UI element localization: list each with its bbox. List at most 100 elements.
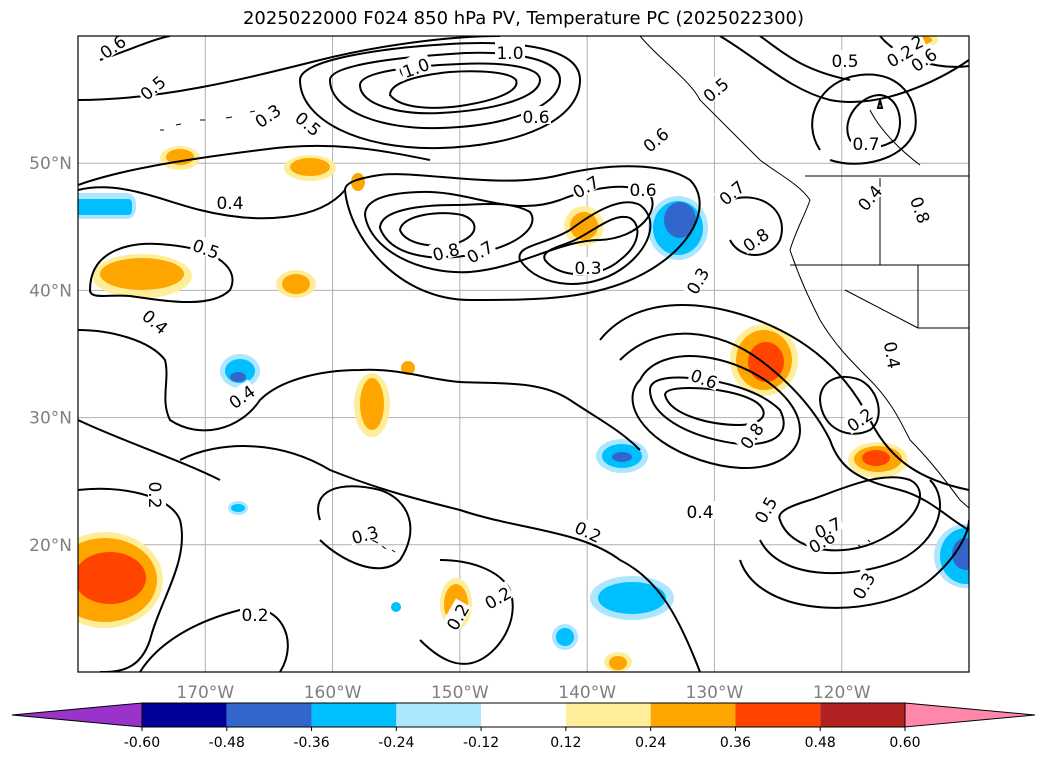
temperature-anomaly-shading (78, 36, 969, 672)
warm-patch (282, 274, 310, 294)
colorbar-tick-label: 0.24 (635, 735, 666, 751)
contour-label-bg (398, 52, 433, 80)
colorbar: -0.60 -0.48 -0.36 -0.24 -0.12 0.12 0.24 0.36 0.4… (11, 702, 1036, 751)
plot-frame (77, 35, 970, 673)
warm-patch (401, 361, 415, 375)
contour-label: 0.2 (241, 606, 268, 626)
contour-label-bg (882, 338, 906, 371)
contour-label: 0.3 (574, 259, 601, 279)
cold-patch (230, 372, 246, 382)
contour-label: 0.5 (700, 74, 734, 107)
warm-patch (290, 158, 330, 176)
warm-anomaly-baja (848, 442, 908, 478)
contour-label-bg (687, 363, 722, 391)
longitude-tick-labels: 170°W 160°W 150°W 140°W 130°W 120°W (176, 683, 870, 703)
contour-label: 0.6 (640, 124, 674, 157)
cold-patch (231, 504, 245, 512)
contour-label-bg (189, 233, 224, 261)
contour-label: 0.3 (683, 265, 714, 298)
contour-label: 0.5 (137, 72, 171, 105)
contour-label-bg (697, 71, 732, 106)
contour-label: 0.7 (464, 237, 497, 268)
lat-tick-label: 20°N (29, 536, 72, 556)
lat-tick-label: 50°N (29, 154, 72, 174)
contour-label-bg (680, 262, 712, 298)
contour-label: 0.4 (216, 194, 243, 214)
contour-label-bg (292, 105, 327, 140)
contour-label: 0.5 (831, 52, 858, 72)
colorbar-bin (396, 703, 482, 727)
cold-anomaly-pacnw-offshore (648, 196, 708, 260)
contour-label-bg (139, 303, 174, 338)
cold-anomaly-west-46n (78, 193, 136, 219)
lat-tick-label: 40°N (29, 281, 72, 301)
cold-patch (612, 452, 632, 462)
contour-label-bg (240, 604, 270, 622)
cold-patch (598, 582, 666, 614)
contour-label-bg (809, 511, 845, 541)
contour-label-bg (571, 515, 607, 545)
contour-label-bg (881, 38, 917, 70)
colorbar-bin (820, 703, 905, 727)
contour-label-bg (685, 501, 715, 519)
contour-label: 0.4 (879, 340, 903, 370)
contour-label-bg (846, 567, 878, 603)
contour-label-bg (737, 222, 773, 255)
contour-label-bg (713, 174, 748, 209)
coastlines (160, 36, 969, 553)
lon-tick-label: 150°W (431, 683, 489, 703)
contour-label: 0.3 (849, 570, 880, 603)
pv-contours (78, 36, 969, 672)
map-title: 2025022000 F024 850 hPa PV, Temperature … (242, 8, 805, 29)
colorbar-bin (735, 703, 821, 727)
contour-label: 0.2 (144, 481, 164, 508)
contour-label: 0.2 (482, 583, 515, 614)
contour-label-bg (573, 257, 603, 275)
contour-label: 0.5 (291, 108, 325, 141)
colorbar-tick-label: -0.24 (378, 735, 414, 751)
lon-tick-label: 170°W (176, 683, 234, 703)
contour-label: 1.0 (496, 44, 523, 64)
contour-label: 0.6 (629, 181, 656, 201)
colorbar-tick-label: -0.48 (209, 735, 245, 751)
colorbar-tick-label: -0.36 (293, 735, 329, 751)
warm-patch (360, 378, 384, 430)
contour-label-bg (637, 121, 672, 156)
colorbar-tick-label: -0.60 (124, 735, 160, 751)
colorbar-frame (141, 702, 906, 728)
contour-label-bg (628, 179, 658, 197)
colorbar-tick-label: 0.36 (720, 735, 751, 751)
warm-patch (570, 212, 598, 240)
contour-label-bg (841, 402, 877, 435)
lat-tick-label: 30°N (29, 409, 72, 429)
contour-label-bg (428, 237, 463, 263)
colorbar-tick-label: -0.12 (463, 735, 499, 751)
contour-label-bg (479, 580, 515, 612)
contour-label: 0.7 (852, 135, 879, 155)
colorbar-tick-label: 0.48 (805, 735, 836, 751)
colorbar-bin (481, 703, 566, 727)
colorbar-extend-high (904, 702, 1036, 728)
contour-label-bg (461, 234, 497, 266)
contour-label: 0.4 (686, 503, 713, 523)
contour-label-bg (440, 598, 472, 634)
contour-label-bg (908, 192, 936, 227)
contour-label-bg (223, 379, 259, 412)
contour-label-bg (495, 42, 525, 60)
contour-label: 0.3 (252, 101, 286, 133)
contour-label-bg (347, 520, 382, 546)
contour-label-bg (734, 417, 767, 453)
contour-label: 0.6 (522, 108, 549, 128)
contour-label-bg (521, 106, 551, 124)
contour-label-bg (215, 192, 245, 210)
cold-patch (556, 628, 574, 646)
contour-label-bg (249, 98, 285, 131)
contour-label-bg (851, 179, 886, 214)
contour-label-bg (148, 480, 166, 510)
contour-label-bg (748, 491, 780, 527)
lon-tick-label: 130°W (686, 683, 744, 703)
warm-patch (351, 173, 365, 191)
colorbar-bin (565, 703, 651, 727)
contour-label-bg (851, 133, 881, 151)
